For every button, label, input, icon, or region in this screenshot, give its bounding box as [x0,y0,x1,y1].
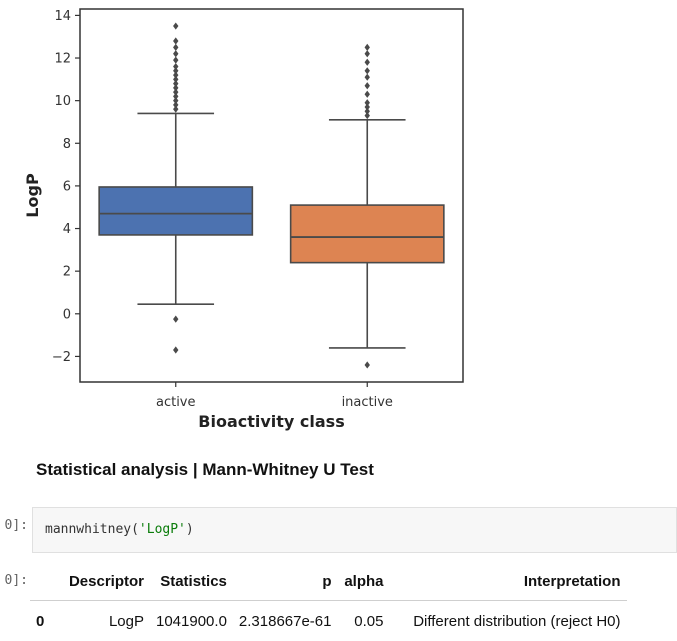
outlier-point [173,50,179,58]
code-close-paren: ) [185,522,194,537]
outlier-point [173,71,179,79]
plot-frame [79,8,464,383]
cell-descriptor: LogP [108,612,144,630]
outlier-point [364,107,370,115]
row-index: 0 [36,612,45,630]
outlier-point [173,105,179,113]
outlier-point [173,84,179,92]
y-tick-label: 10 [54,94,71,109]
outlier-point [364,99,370,107]
x-axis-label: Bioactivity class [198,412,344,431]
outlier-point [173,62,179,71]
outlier-point [364,43,370,51]
outlier-point [173,315,179,323]
input-prompt: 0]: [4,518,28,533]
code-string-arg: 'LogP' [138,522,186,537]
y-tick-label: 2 [63,265,71,280]
y-axis-label: LogP [23,173,42,218]
section-heading: Statistical analysis | Mann-Whitney U Te… [36,460,374,479]
y-tick-label: 8 [63,137,71,152]
boxplot-svg: −2 0 2 4 6 8 10 12 14 active inactive Bioactivity c… [23,8,464,431]
x-tick-label: active [156,395,196,410]
outlier-point [173,75,179,83]
outlier-point [173,80,179,88]
cell-interpretation: Different distribution (reject H0) [413,612,621,630]
header-statistics: Statistics [150,570,233,601]
logp-boxplot: −2 0 2 4 6 8 10 12 14 active inactive Bioactivity c… [23,8,464,431]
header-p: p [232,570,338,601]
table-row: 0 LogP 1041900.0 2.318667e-61 0.05 Diffe… [30,601,627,632]
box-active [98,186,254,236]
outlier-point [364,111,370,120]
code-line[interactable]: mannwhitney('LogP') [45,522,194,537]
cell-p: 2.318667e-61 [238,612,332,630]
output-prompt: 0]: [4,573,28,588]
outlier-point [173,101,179,109]
outlier-point [364,103,370,111]
header-descriptor: Descriptor [58,570,150,601]
table-header-row: Descriptor Statistics p alpha Interpreta… [30,570,627,601]
outlier-point [364,90,370,98]
outlier-point [173,37,179,45]
outlier-point [364,82,370,90]
y-tick-label: 0 [63,307,71,322]
header-alpha: alpha [337,570,390,601]
box-inactive [289,204,445,264]
y-tick-label: 12 [54,52,71,67]
outlier-point [173,43,179,51]
code-cell[interactable]: mannwhitney('LogP') [32,507,677,553]
outlier-point [364,361,370,369]
cell-statistics: 1041900.0 [156,612,227,630]
y-tick-label: 6 [63,179,71,194]
x-tick-label: inactive [342,395,393,410]
outlier-point [364,73,370,81]
outlier-point [173,56,179,64]
outlier-point [173,346,179,354]
outlier-point [173,92,179,100]
outlier-point [173,67,179,75]
header-index [30,570,58,601]
outlier-point [173,22,179,30]
y-tick-label: 4 [63,222,71,237]
cell-alpha: 0.05 [354,612,384,630]
outlier-point [173,97,179,105]
results-table: Descriptor Statistics p alpha Interpreta… [30,570,627,631]
y-tick-label: −2 [52,350,71,365]
header-interpretation: Interpretation [389,570,627,601]
code-function: mannwhitney( [45,522,139,537]
y-tick-label: 14 [54,9,71,24]
outlier-point [364,50,370,58]
outlier-point [173,88,179,96]
outlier-point [364,67,370,75]
outlier-point [364,58,370,66]
